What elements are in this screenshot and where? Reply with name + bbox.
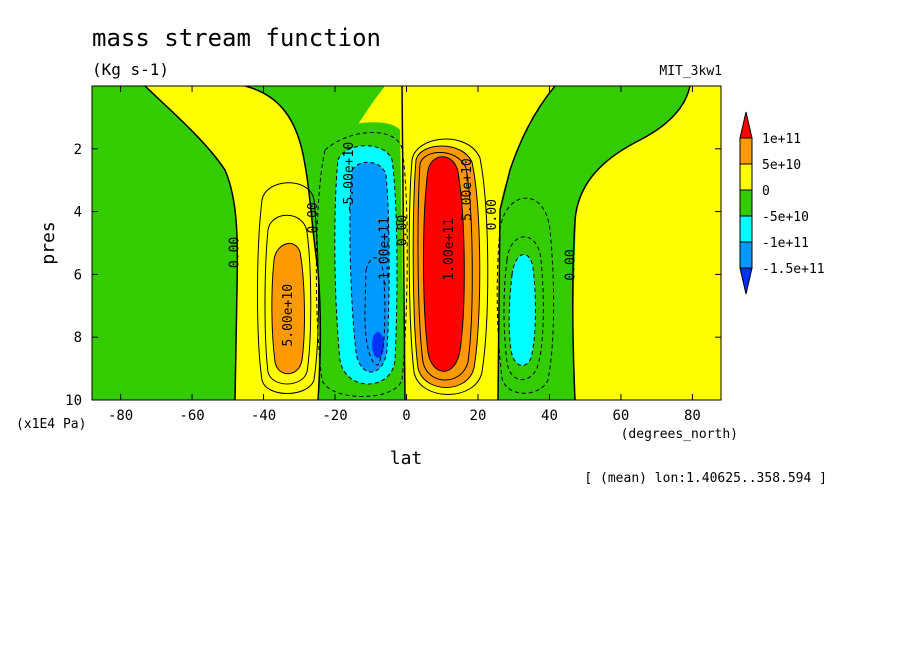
contour-n-hadley-outer: [408, 138, 489, 395]
x-tick-label: -60: [179, 408, 204, 424]
y-axis: 2 4 6 8 10: [65, 142, 721, 409]
colorbar-label: 5e+10: [762, 158, 801, 173]
fill-blue-s-hadley: [349, 162, 390, 373]
x-axis-title: lat: [390, 448, 423, 469]
x-axis-units: (degrees_north): [621, 427, 738, 442]
colorbar-segment: [739, 241, 753, 269]
colorbar-segment: [739, 189, 753, 217]
colorbar-label: 0: [762, 184, 770, 199]
contour-label: 1.00e+11: [442, 218, 457, 281]
units-label: (Kg s-1): [92, 60, 169, 79]
x-tick-label: 40: [541, 408, 558, 424]
contour-s-ferrel-inner: [271, 242, 305, 375]
colorbar: 1e+11 5e+10 0 -5e+10 -1e+11 -1.5e+11: [739, 111, 825, 295]
contour-n-hadley-core: [423, 156, 465, 372]
fill-orange-s-ferrel: [271, 243, 305, 374]
colorbar-segment: [739, 137, 753, 165]
contour-label: 0.00: [228, 237, 243, 268]
contour-n-hadley-inner: [417, 151, 473, 381]
fill-red-n-hadley: [423, 156, 465, 372]
contour-zero-eq: [401, 86, 406, 400]
colorbar-top-arrow: [739, 111, 753, 139]
y-tick-label: 4: [74, 205, 82, 221]
contour-lines: [144, 86, 691, 400]
contour-zero-n2: [572, 86, 691, 400]
colorbar-label: 1e+11: [762, 132, 801, 147]
model-label: MIT_3kw1: [659, 64, 722, 79]
colorbar-bottom-arrow: [739, 267, 753, 295]
y-axis-units: (x1E4 Pa): [16, 417, 86, 432]
contour-label: 5.00e+10: [281, 284, 296, 347]
x-tick-label: 0: [402, 408, 410, 424]
x-tick-label: 80: [684, 408, 701, 424]
fill-darkblue-s-hadley: [372, 332, 384, 358]
contour-n-ferrel-mid: [503, 236, 544, 381]
contour-zero-n: [497, 86, 556, 400]
colorbar-label: -1e+11: [762, 236, 809, 251]
contour-label: 5.00e+10: [460, 158, 475, 221]
x-tick-label: 20: [470, 408, 487, 424]
contour-s-hadley-inner: [349, 161, 390, 373]
contour-label: -1.00e+11: [378, 217, 393, 287]
colorbar-label: -1.5e+11: [762, 262, 825, 277]
contour-s-hadley-outer: [315, 132, 408, 397]
contour-s-ferrel-mid: [264, 214, 312, 385]
y-tick-label: 6: [74, 267, 82, 283]
x-tick-label: 60: [613, 408, 630, 424]
colorbar-segment: [739, 163, 753, 191]
x-axis: -80 -60 -40 -20 0 20 40 60 80: [108, 86, 701, 424]
contour-label: -5.00e+10: [342, 142, 357, 212]
contour-label-group: 5.00e+10-5.00e+10-1.00e+115.00e+101.00e+…: [228, 142, 579, 347]
plot-area: 5.00e+10-5.00e+10-1.00e+115.00e+101.00e+…: [92, 86, 721, 400]
y-tick-label: 10: [65, 393, 82, 409]
x-tick-label: -80: [108, 408, 133, 424]
colorbar-segment: [739, 215, 753, 243]
x-tick-label: -40: [251, 408, 276, 424]
contour-n-ferrel-inner: [508, 254, 536, 366]
contour-n-hadley-mid: [412, 145, 481, 388]
contour-label: 0.00: [563, 249, 578, 280]
x-tick-label: -20: [322, 408, 347, 424]
fill-cyan-n-ferrel: [509, 254, 536, 366]
contour-zero-s: [144, 86, 239, 400]
contour-label: 0.00: [485, 199, 500, 230]
colorbar-label: -5e+10: [762, 210, 809, 225]
y-axis-title: pres: [38, 221, 59, 264]
contour-n-ferrel-outer: [496, 197, 555, 394]
y-tick-label: 8: [74, 330, 82, 346]
contour-label: 0.00: [306, 202, 321, 233]
chart-title: mass stream function: [92, 24, 381, 52]
contour-label: 0.00: [396, 215, 411, 246]
fill-yellow-north: [572, 86, 721, 400]
contour-zero-s2: [244, 86, 322, 400]
footnote: [ (mean) lon:1.40625..358.594 ]: [584, 471, 827, 486]
y-tick-label: 2: [74, 142, 82, 158]
